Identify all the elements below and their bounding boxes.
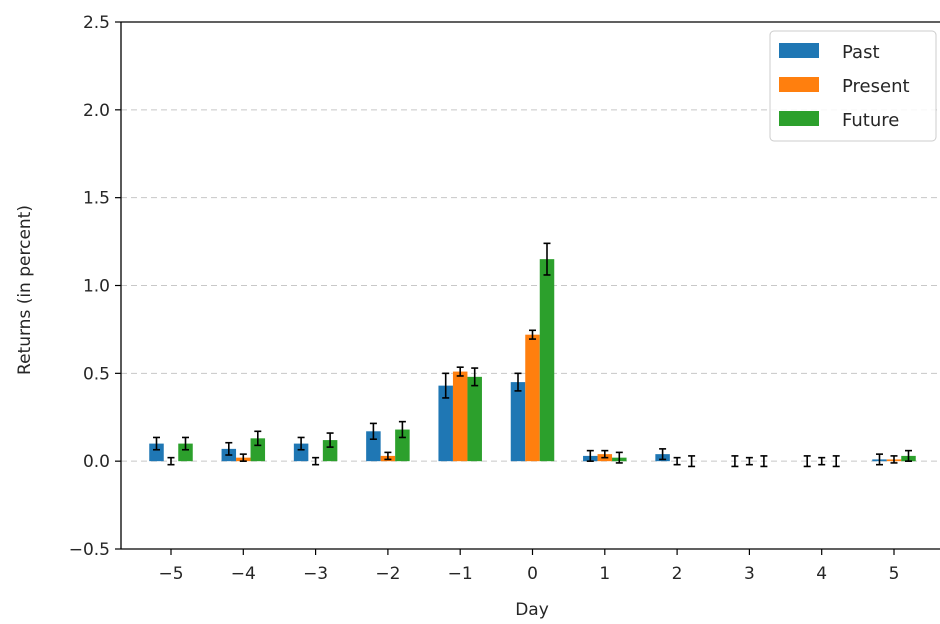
legend: Past Present Future: [769, 30, 937, 142]
bar-future: [539, 259, 555, 462]
bar-past: [149, 443, 164, 462]
x-tick-label: 1: [599, 564, 610, 584]
x-tick-label: 2: [672, 564, 683, 584]
y-ticks: −0.5 0.0 0.5 1.0 1.5 2.0 2.5: [69, 13, 121, 560]
x-tick-label: 4: [816, 564, 827, 584]
y-axis-title: Returns (in percent): [15, 205, 35, 375]
legend-swatch-future: [779, 111, 819, 126]
bar-past: [293, 443, 309, 462]
legend-label-future: Future: [842, 110, 899, 131]
x-tick-label: 5: [889, 564, 900, 584]
x-tick-label: −3: [303, 564, 328, 584]
bar-future: [467, 376, 482, 462]
bar-past: [438, 385, 453, 462]
x-tick-label: −1: [448, 564, 473, 584]
legend-swatch-present: [779, 77, 819, 92]
bars-group: [149, 259, 916, 462]
bar-present: [525, 334, 540, 462]
bar-present: [452, 371, 468, 462]
y-tick-label: 0.0: [83, 452, 110, 472]
bar-past: [510, 382, 526, 462]
bar-future: [178, 443, 193, 462]
x-axis-title: Day: [515, 600, 549, 620]
bar-future: [395, 429, 410, 462]
bar-future: [322, 440, 338, 462]
bar-future: [250, 438, 266, 462]
x-tick-label: −2: [375, 564, 400, 584]
legend-swatch-past: [779, 43, 819, 58]
y-tick-label: 0.5: [83, 364, 110, 384]
x-tick-label: 0: [527, 564, 538, 584]
y-tick-label: 2.5: [83, 13, 110, 33]
error-bars-group: [153, 242, 912, 468]
y-tick-label: 1.5: [83, 189, 110, 209]
x-tick-label: −5: [158, 564, 183, 584]
bar-past: [366, 431, 381, 462]
x-tick-label: 3: [744, 564, 755, 584]
legend-label-present: Present: [842, 76, 910, 97]
y-tick-label: −0.5: [69, 540, 110, 560]
y-tick-label: 2.0: [83, 101, 110, 121]
y-tick-label: 1.0: [83, 277, 110, 297]
x-ticks: −5 −4 −3 −2 −1 0 1 2 3 4 5: [158, 549, 899, 584]
x-tick-label: −4: [231, 564, 256, 584]
legend-label-past: Past: [842, 42, 880, 63]
